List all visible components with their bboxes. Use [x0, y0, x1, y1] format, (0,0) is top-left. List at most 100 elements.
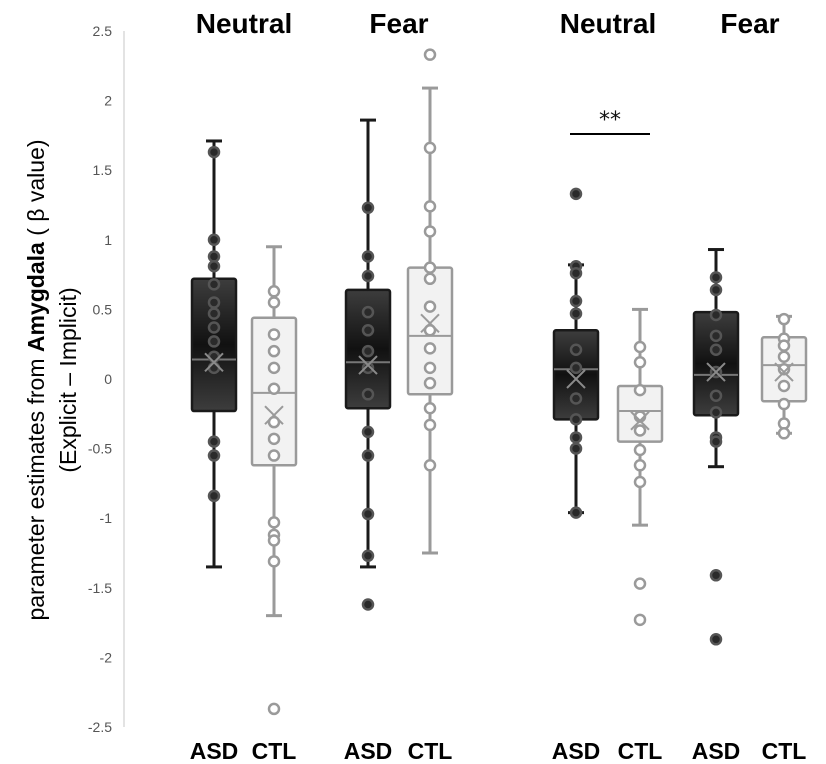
data-point [423, 300, 437, 313]
data-point [267, 382, 281, 395]
data-point [777, 312, 791, 326]
data-point [267, 328, 281, 341]
data-point [207, 350, 221, 363]
y-axis-label-line2: (Explicit – Implicit) [55, 287, 81, 472]
data-point [361, 250, 375, 263]
data-point [423, 272, 437, 286]
data-point [423, 200, 437, 213]
data-point [207, 321, 221, 334]
y-tick-label: -2 [100, 649, 113, 665]
data-point [777, 363, 791, 376]
y-axis-label-part: Amygdala [23, 242, 49, 352]
data-point [569, 307, 583, 320]
data-point [423, 459, 437, 472]
data-point [423, 48, 437, 61]
data-point [207, 435, 221, 448]
data-point [777, 427, 791, 440]
data-point [709, 569, 723, 582]
group-labels: ASD CTL ASD CTL ASD CTL ASD CTL [190, 738, 807, 764]
data-point [709, 406, 723, 419]
data-point [709, 283, 723, 297]
data-point [709, 633, 723, 646]
panel-title: Neutral [560, 8, 656, 39]
box-group-asd [344, 118, 392, 611]
group-label-ctl: CTL [408, 738, 453, 764]
data-point [633, 424, 647, 437]
data-point [361, 449, 375, 462]
box-group-ctl [250, 245, 298, 716]
y-tick-label: -2.5 [88, 719, 112, 735]
data-point [361, 425, 375, 439]
data-point [361, 201, 375, 215]
data-point [569, 361, 583, 375]
box-group-ctl [616, 307, 664, 627]
y-tick-label: -1.5 [88, 580, 112, 596]
data-point [569, 431, 583, 444]
data-point [777, 379, 791, 393]
panel-title: Fear [720, 8, 779, 39]
significance-label: ** [599, 108, 621, 133]
data-point [633, 577, 647, 590]
mean-marker [774, 362, 794, 382]
data-point [423, 141, 437, 155]
data-point [633, 459, 647, 472]
data-point [207, 489, 221, 503]
mean-marker [358, 355, 378, 375]
mean-marker [264, 405, 284, 425]
y-tick-label: 2.5 [93, 23, 113, 39]
group-label-asd: ASD [344, 738, 393, 764]
data-point [207, 361, 221, 375]
data-point [423, 342, 437, 355]
data-point [267, 449, 281, 462]
data-point [709, 435, 723, 448]
data-point [207, 259, 221, 273]
significance-markers: ** [570, 108, 650, 135]
data-point [361, 361, 375, 375]
y-tick-label: 1.5 [93, 162, 113, 178]
data-point [569, 506, 583, 519]
mean-marker [706, 362, 726, 382]
data-point [633, 340, 647, 354]
y-axis-label-part: parameter estimates from [23, 352, 49, 620]
group-label-ctl: CTL [252, 738, 297, 764]
data-point [569, 266, 583, 280]
panel-title: Fear [369, 8, 428, 39]
box-group-asd [552, 187, 600, 519]
data-point [423, 401, 437, 415]
group-label-asd: ASD [552, 738, 601, 764]
data-point [633, 475, 647, 489]
data-point [267, 344, 281, 358]
data-point [267, 516, 281, 529]
y-tick-label: -1 [100, 510, 113, 526]
y-axis-label-part: ( β value) [23, 139, 49, 242]
y-axis: 2.5 2 1.5 1 0.5 0 -0.5 -1 -1.5 -2 -2.5 [88, 23, 125, 735]
data-point [361, 549, 375, 563]
data-point [361, 598, 375, 611]
data-point [569, 413, 583, 426]
data-point [423, 361, 437, 375]
y-tick-label: 1 [104, 232, 112, 248]
data-point [207, 296, 221, 309]
data-point [709, 329, 723, 343]
data-point [633, 356, 647, 369]
data-point [633, 383, 647, 397]
data-point [633, 613, 647, 627]
data-point [207, 335, 221, 348]
data-point [423, 418, 437, 432]
data-point [423, 225, 437, 238]
group-label-ctl: CTL [618, 738, 663, 764]
data-point [709, 389, 723, 402]
mean-marker [630, 411, 650, 431]
data-point [423, 376, 437, 390]
group-label-asd: ASD [190, 738, 239, 764]
mean-marker [204, 352, 224, 373]
data-point [207, 233, 221, 247]
data-point [207, 278, 221, 291]
data-point [267, 361, 281, 375]
data-point [267, 702, 281, 716]
data-point [267, 432, 281, 446]
data-point [207, 145, 221, 159]
data-point [423, 324, 437, 337]
box-group-asd [190, 139, 238, 569]
data-point [569, 187, 583, 201]
